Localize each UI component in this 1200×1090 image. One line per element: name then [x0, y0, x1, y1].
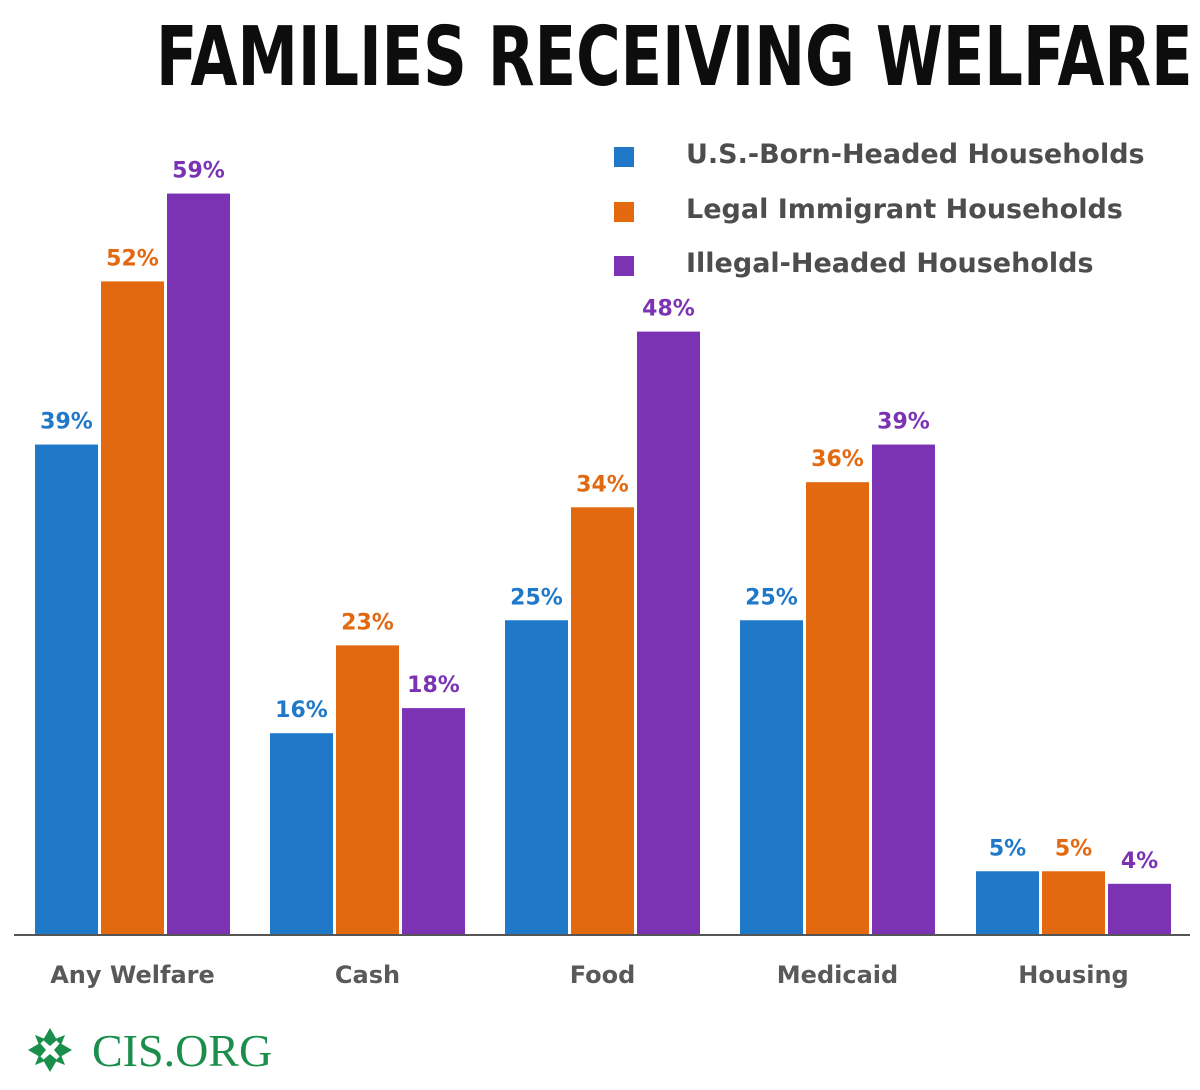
data-label-food-us-born: 25% [510, 585, 563, 610]
category-label-food: Food [570, 961, 636, 989]
bar-medicaid-legal [806, 482, 869, 934]
category-label-medicaid: Medicaid [777, 961, 898, 989]
bar-cash-us-born [270, 733, 333, 934]
legend-swatch-us-born [614, 147, 634, 167]
data-label-food-illegal: 48% [642, 297, 695, 322]
bar-any-welfare-us-born [35, 444, 98, 934]
legend-label-illegal: Illegal-Headed Households [686, 248, 1094, 279]
bar-medicaid-us-born [740, 620, 803, 934]
bar-cash-illegal [402, 708, 465, 934]
legend-label-us-born: U.S.-Born-Headed Households [686, 139, 1145, 170]
bar-housing-legal [1042, 871, 1105, 934]
data-label-food-legal: 34% [576, 472, 629, 497]
bar-any-welfare-legal [101, 281, 164, 934]
logo-text: CIS.ORG [92, 1025, 273, 1076]
data-label-medicaid-illegal: 39% [877, 410, 930, 435]
data-label-any-welfare-us-born: 39% [40, 410, 93, 435]
bar-medicaid-illegal [872, 444, 935, 934]
bar-food-legal [571, 507, 634, 934]
cis-star-icon [28, 1028, 72, 1072]
bar-food-illegal [637, 331, 700, 935]
category-label-cash: Cash [335, 961, 400, 989]
data-label-medicaid-us-born: 25% [745, 585, 798, 610]
data-label-housing-illegal: 4% [1121, 849, 1158, 874]
data-label-cash-legal: 23% [341, 610, 394, 635]
category-label-any-welfare: Any Welfare [50, 961, 215, 989]
legend-swatch-legal [614, 201, 634, 222]
data-label-housing-us-born: 5% [989, 836, 1026, 861]
bar-cash-legal [336, 645, 399, 934]
data-label-cash-us-born: 16% [275, 698, 328, 723]
data-label-housing-legal: 5% [1055, 836, 1092, 861]
legend-swatch-illegal [614, 256, 634, 276]
chart-title: FAMILIES RECEIVING WELFARE [156, 10, 1193, 105]
bar-any-welfare-illegal [167, 193, 230, 935]
data-label-any-welfare-illegal: 59% [172, 159, 225, 184]
bar-housing-us-born [976, 871, 1039, 934]
data-label-any-welfare-legal: 52% [106, 246, 159, 271]
legend-label-legal: Legal Immigrant Households [686, 193, 1123, 225]
data-label-cash-illegal: 18% [407, 673, 460, 698]
data-label-medicaid-legal: 36% [811, 447, 864, 472]
bar-housing-illegal [1108, 883, 1171, 934]
bar-food-us-born [505, 620, 568, 934]
category-label-housing: Housing [1018, 961, 1128, 989]
